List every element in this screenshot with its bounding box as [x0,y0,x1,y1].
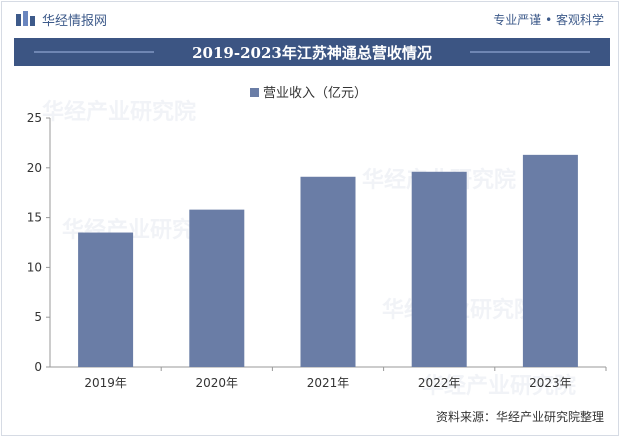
title-bar: 2019-2023年江苏神通总营收情况 [14,38,610,66]
bar [300,176,356,367]
brand: 华经情报网 [16,9,107,29]
source-note: 资料来源：华经产业研究院整理 [435,410,604,424]
bar [78,232,134,367]
chart-title: 2019-2023年江苏神通总营收情况 [192,43,432,62]
bar [411,171,467,367]
y-tick-label: 25 [27,111,42,125]
y-tick-label: 0 [34,360,42,374]
bar [189,209,245,367]
x-tick-label: 2021年 [307,376,350,390]
top-bar: 华经情报网 专业严谨 • 客观科学 [2,2,618,36]
title-decor-left [34,51,154,53]
bar [522,154,578,367]
brand-logo-icon [16,11,35,26]
y-tick-label: 15 [27,211,42,225]
tagline: 专业严谨 • 客观科学 [493,13,604,27]
x-tick-label: 2020年 [196,376,239,390]
y-tick-label: 10 [27,260,42,274]
brand-name: 华经情报网 [42,13,108,29]
y-tick-label: 20 [27,161,42,175]
legend-swatch [250,88,259,97]
title-decor-right [470,51,590,53]
y-tick-label: 5 [34,310,42,324]
x-tick-label: 2019年 [84,376,127,390]
x-tick-label: 2023年 [529,376,572,390]
bar-chart: 营业收入（亿元） 0 5 10 15 20 25 2019年 2020年 2021年 2022年 20… [27,86,607,390]
legend-label: 营业收入（亿元） [263,86,367,101]
x-tick-label: 2022年 [418,376,461,390]
